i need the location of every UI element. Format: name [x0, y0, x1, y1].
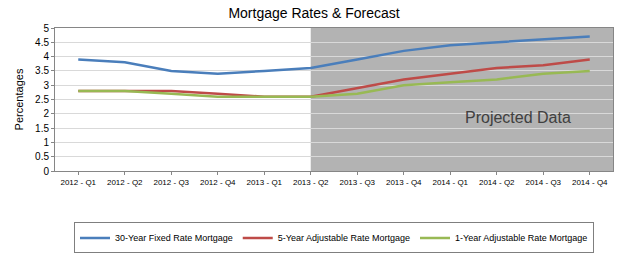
- svg-text:5: 5: [43, 23, 49, 34]
- svg-text:2013 - Q3: 2013 - Q3: [339, 178, 375, 187]
- svg-text:Percentages: Percentages: [13, 68, 25, 130]
- svg-text:0.5: 0.5: [35, 151, 49, 162]
- svg-text:2.5: 2.5: [35, 94, 49, 105]
- svg-text:30-Year Fixed Rate Mortgage: 30-Year Fixed Rate Mortgage: [115, 233, 233, 243]
- svg-text:2012 - Q4: 2012 - Q4: [200, 178, 236, 187]
- svg-text:2014 - Q4: 2014 - Q4: [572, 178, 608, 187]
- svg-text:2012 - Q1: 2012 - Q1: [60, 178, 96, 187]
- svg-text:2013 - Q4: 2013 - Q4: [386, 178, 422, 187]
- svg-text:0: 0: [43, 166, 49, 177]
- svg-text:5-Year Adjustable Rate Mortgag: 5-Year Adjustable Rate Mortgage: [278, 233, 410, 243]
- svg-text:1-Year Adjustable Rate Mortgag: 1-Year Adjustable Rate Mortgage: [455, 233, 587, 243]
- svg-text:2012 - Q3: 2012 - Q3: [153, 178, 189, 187]
- svg-text:2: 2: [43, 108, 49, 119]
- svg-text:Mortgage Rates & Forecast: Mortgage Rates & Forecast: [228, 5, 399, 21]
- svg-text:2013 - Q1: 2013 - Q1: [246, 178, 282, 187]
- svg-text:4.5: 4.5: [35, 37, 49, 48]
- svg-text:1: 1: [43, 137, 49, 148]
- svg-text:3.5: 3.5: [35, 65, 49, 76]
- svg-text:1.5: 1.5: [35, 123, 49, 134]
- svg-text:4: 4: [43, 51, 49, 62]
- svg-text:2014 - Q2: 2014 - Q2: [479, 178, 515, 187]
- svg-text:2013 - Q2: 2013 - Q2: [293, 178, 329, 187]
- svg-text:2012 - Q2: 2012 - Q2: [107, 178, 143, 187]
- svg-text:2014 - Q1: 2014 - Q1: [432, 178, 468, 187]
- svg-text:3: 3: [43, 80, 49, 91]
- svg-text:2014 - Q3: 2014 - Q3: [525, 178, 561, 187]
- svg-text:Projected Data: Projected Data: [465, 109, 571, 126]
